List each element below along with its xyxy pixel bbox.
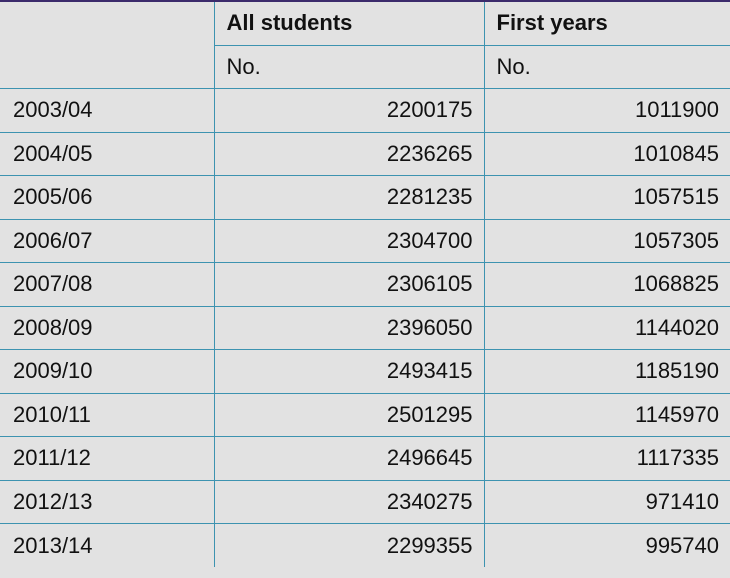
all-students-cell: 2299355 [213,523,484,567]
unit-row: No. No. [0,44,730,89]
student-numbers-table: All students First years No. No. 2003/04… [0,2,730,567]
year-cell: 2007/08 [0,262,214,306]
first-years-cell: 971410 [483,479,730,524]
year-cell: 2009/10 [0,349,214,393]
all-students-cell: 2304700 [213,218,484,263]
first-years-cell: 1057515 [483,175,730,219]
table-row: 2011/12 2496645 1117335 [0,436,730,480]
first-years-cell: 995740 [483,523,730,567]
first-years-cell: 1010845 [483,131,730,176]
first-years-cell: 1057305 [483,218,730,263]
year-cell: 2013/14 [0,523,214,567]
all-students-cell: 2496645 [213,436,484,480]
table-row: 2009/10 2493415 1185190 [0,349,730,393]
all-students-cell: 2306105 [213,262,484,306]
first-years-cell: 1185190 [483,349,730,393]
year-cell: 2004/05 [0,131,214,176]
all-students-cell: 2493415 [213,349,484,393]
unit-first-years: No. [483,44,730,89]
table-body: All students First years No. No. 2003/04… [0,2,730,567]
header-first-years: First years [483,2,730,45]
table-row: 2005/06 2281235 1057515 [0,175,730,219]
table-row: 2008/09 2396050 1144020 [0,305,730,350]
unit-all-students: No. [213,44,484,89]
first-years-cell: 1145970 [483,392,730,437]
year-cell: 2008/09 [0,305,214,350]
year-cell: 2005/06 [0,175,214,219]
table-row: 2006/07 2304700 1057305 [0,218,730,263]
table-row: 2004/05 2236265 1010845 [0,131,730,176]
year-cell: 2012/13 [0,479,214,524]
first-years-cell: 1011900 [483,88,730,132]
header-row: All students First years [0,2,730,45]
first-years-cell: 1144020 [483,305,730,350]
all-students-cell: 2340275 [213,479,484,524]
year-cell: 2003/04 [0,88,214,132]
year-cell: 2011/12 [0,436,214,480]
header-empty-cell [0,2,214,45]
year-cell: 2010/11 [0,392,214,437]
all-students-cell: 2281235 [213,175,484,219]
all-students-cell: 2200175 [213,88,484,132]
table-row: 2013/14 2299355 995740 [0,523,730,567]
table-row: 2010/11 2501295 1145970 [0,392,730,437]
table-row: 2007/08 2306105 1068825 [0,262,730,306]
top-rule [0,0,730,2]
first-years-cell: 1068825 [483,262,730,306]
all-students-cell: 2396050 [213,305,484,350]
table-row: 2012/13 2340275 971410 [0,479,730,524]
year-cell: 2006/07 [0,218,214,263]
first-years-cell: 1117335 [483,436,730,480]
all-students-cell: 2236265 [213,131,484,176]
unit-empty-cell [0,45,214,89]
header-all-students: All students [213,2,484,45]
all-students-cell: 2501295 [213,392,484,437]
table-row: 2003/04 2200175 1011900 [0,88,730,132]
